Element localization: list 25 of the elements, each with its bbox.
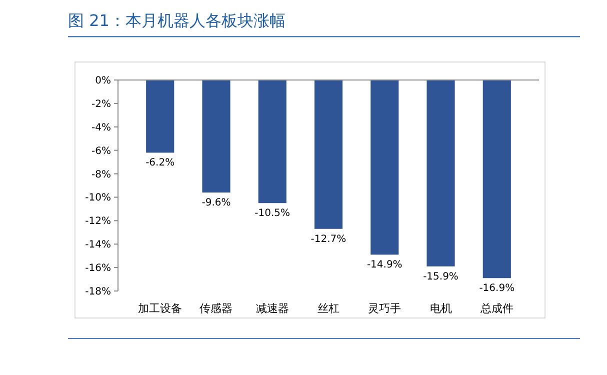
- y-tick-label: -10%: [85, 192, 111, 204]
- y-tick-label: -14%: [85, 240, 111, 251]
- x-tick-label: 加工设备: [138, 302, 182, 315]
- x-tick-label: 灵巧手: [368, 302, 402, 315]
- y-tick-label: -18%: [85, 286, 111, 298]
- x-tick-label: 电机: [430, 302, 452, 315]
- y-tick-label: -16%: [85, 263, 111, 274]
- chart-title: 图 21：本月机器人各板块涨幅: [68, 11, 286, 30]
- text: -15.9%: [423, 271, 458, 282]
- x-tick-label: 传感器: [200, 302, 233, 315]
- x-tick-label: 减速器: [256, 302, 289, 315]
- y-tick-label: -6%: [92, 146, 111, 157]
- text: -14.9%: [366, 260, 402, 271]
- x-tick-label: 丝杠: [318, 302, 340, 315]
- text: -9.6%: [202, 198, 231, 209]
- y-tick-label: -4%: [92, 122, 111, 134]
- y-tick-label: -12%: [85, 216, 111, 228]
- text: -6.2%: [146, 158, 175, 169]
- y-tick-label: -8%: [92, 169, 111, 180]
- x-tick-label: 总成件: [479, 302, 514, 315]
- y-tick-label: -2%: [92, 98, 111, 110]
- text: -12.7%: [310, 234, 346, 245]
- text: -10.5%: [254, 208, 290, 220]
- text: -16.9%: [479, 283, 515, 294]
- y-tick-label: 0%: [95, 76, 111, 86]
